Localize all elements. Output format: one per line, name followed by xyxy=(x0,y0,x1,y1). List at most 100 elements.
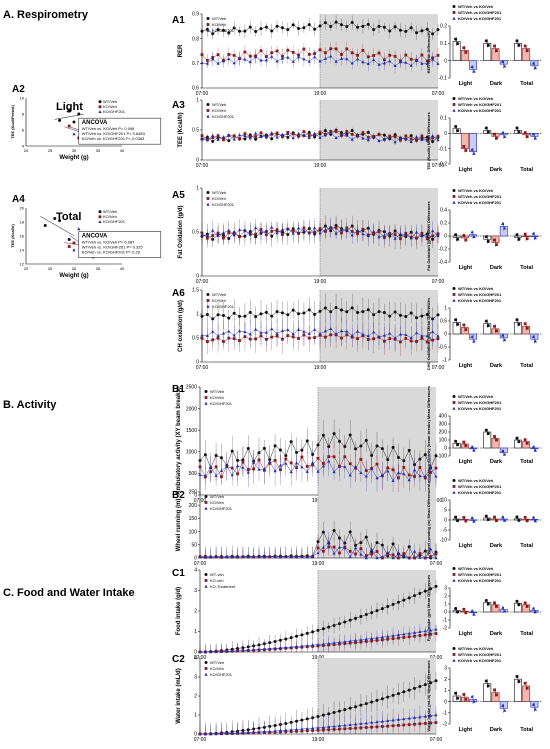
chart-c2-point xyxy=(316,714,320,718)
chart-a3-legend-marker-2 xyxy=(206,114,210,118)
chart-a6-diff-ylabel: CHO Oxidation (g/d) Mean Differences xyxy=(426,297,431,370)
chart-c2-diff-legend-label-2: KO/Veh vs KO/GHF201 xyxy=(458,658,502,663)
chart-a1-point xyxy=(415,31,419,35)
chart-c2-point xyxy=(370,720,374,724)
chart-c1-diff-ytick-label: 1 xyxy=(444,602,447,608)
chart-b2-point xyxy=(359,552,363,556)
chart-a5-diff-legend-label-2: KO/Veh vs KO/GHF201 xyxy=(458,200,502,205)
chart-a6-point xyxy=(286,328,290,331)
chart-c1-point xyxy=(327,641,331,645)
chart-c2-point xyxy=(300,727,304,731)
chart-b1-point xyxy=(225,464,229,468)
chart-a1-point xyxy=(248,60,252,64)
chart-a1-point xyxy=(398,28,402,32)
chart-a3-point xyxy=(334,136,338,140)
chart-a6-point xyxy=(334,305,338,309)
chart-a2: 20 25 30 35 40 4 6 8 10 Light Weight (g) TEE (Kcal/… xyxy=(10,96,162,161)
chart-a2-xtick-label: 30 xyxy=(72,148,77,153)
chart-c1-point xyxy=(413,594,417,598)
chart-a3-diff-bar-dot xyxy=(533,136,537,140)
chart-a5-legend-marker-0 xyxy=(206,191,210,194)
chart-a1-legend-marker-1 xyxy=(206,23,210,26)
chart-a5-diff-category-label: Dark xyxy=(490,265,503,271)
chart-a3-diff-legend-label-0: WT/Veh vs KO/Veh xyxy=(458,96,494,101)
chart-a1-point xyxy=(404,60,408,64)
chart-a4-ancova-line: KO/Veh vs. KO/GHF201 P= 0.29 xyxy=(82,250,141,255)
chart-c2-point xyxy=(418,715,422,719)
chart-a6-point xyxy=(382,333,386,337)
chart-a6-point xyxy=(404,315,408,319)
chart-c2-diff-bar-dot xyxy=(464,697,468,701)
chart-b1-diff-bar-dot xyxy=(533,448,537,452)
panel-label-b1: B1 xyxy=(172,384,185,395)
chart-a5-ytick-label: 1 xyxy=(196,186,199,192)
chart-b2-point xyxy=(337,545,342,549)
chart-b2-point xyxy=(219,555,224,559)
chart-c1-diff-bar-dot xyxy=(470,609,474,613)
chart-a1-point xyxy=(227,31,231,35)
chart-a4-ancova-title: ANCOVA xyxy=(82,234,108,240)
chart-a6: 0 0.5 1 1.5 07:00 19:00 07:00 CH oxidation (g/d… xyxy=(178,288,444,371)
chart-a3-xtick-label: 19:00 xyxy=(314,163,327,169)
chart-a5-point xyxy=(243,229,247,233)
chart-a5-diff-legend-marker-1 xyxy=(452,195,456,198)
chart-a1-point xyxy=(275,49,279,53)
chart-c1-point xyxy=(214,649,218,653)
chart-b2-point xyxy=(348,530,352,534)
chart-c1-diff-ytick-label: 3 xyxy=(444,586,447,592)
chart-c2-point xyxy=(321,725,325,729)
chart-a1-point xyxy=(382,25,386,29)
chart-c2-point xyxy=(327,725,331,728)
chart-a5-diff-ytick-label: -0.2 xyxy=(438,247,447,253)
chart-a1-point xyxy=(425,27,429,31)
chart-a1-point xyxy=(329,47,333,51)
chart-a1-point xyxy=(334,47,338,51)
chart-c2-point xyxy=(423,722,427,725)
chart-a1-point xyxy=(393,54,397,58)
chart-c2-diff-category-label: Total xyxy=(520,727,533,733)
chart-c2-ytick-label: 4 xyxy=(194,656,197,662)
chart-a3-point xyxy=(211,133,215,137)
chart-b2-diff-category-label: Dark xyxy=(490,543,503,549)
chart-b1-point xyxy=(241,465,245,469)
chart-b2-point xyxy=(327,540,331,544)
chart-b1-ytick-label: 1500 xyxy=(186,428,197,434)
chart-a4-point xyxy=(53,217,57,220)
chart-b1-point xyxy=(262,467,266,471)
chart-a3-legend-label-1: KO/Veh xyxy=(212,108,226,113)
chart-a6-point xyxy=(238,314,242,318)
chart-c1-point xyxy=(429,587,433,591)
chart-a6-point xyxy=(216,313,220,317)
chart-c1-ylabel: Food intake (g/d) xyxy=(176,587,182,635)
chart-b1-diff-legend-label-2: KO/Veh vs KO/GHF201 xyxy=(458,406,502,411)
chart-c1-diff-legend-marker-0 xyxy=(452,567,456,570)
chart-c2-diff-legend-marker-1 xyxy=(452,653,456,656)
chart-b2-point xyxy=(353,546,358,550)
chart-a5-diff-category-label: Total xyxy=(520,265,533,271)
chart-a5-diff-bar-dot xyxy=(454,233,458,237)
chart-b1-point xyxy=(386,469,390,473)
chart-a1-point xyxy=(307,23,311,27)
section-food-water-title: C. Food and Water Intake xyxy=(3,587,135,599)
chart-a5-point xyxy=(227,228,231,232)
chart-a6-diff-category-label: Dark xyxy=(490,363,503,369)
chart-b2-point xyxy=(348,555,352,559)
chart-b2-point xyxy=(407,545,411,549)
chart-a1-diff-ytick-label: -0.1 xyxy=(438,76,447,82)
chart-c1-legend-label-1: KO-veh xyxy=(210,578,224,583)
chart-b2-legend-marker-0 xyxy=(204,495,208,498)
chart-a3-diff-bar-dot xyxy=(503,135,507,138)
chart-c2-point xyxy=(423,683,427,687)
chart-a2-point xyxy=(77,112,81,116)
chart-a1-point xyxy=(318,24,322,28)
chart-b1-point xyxy=(198,473,202,477)
chart-a1-point xyxy=(297,27,301,31)
chart-b2-legend-marker-1 xyxy=(204,501,208,504)
chart-a6-point xyxy=(345,329,349,333)
chart-c2-legend-label-2: KO/GHF201 xyxy=(210,672,233,677)
chart-a5-point xyxy=(286,226,290,230)
chart-a6-diff-bar-dot xyxy=(454,318,458,322)
panel-label-a3: A3 xyxy=(172,100,185,111)
chart-b1-diff-bar-dot xyxy=(493,435,496,438)
chart-b1-diff-bar-dot xyxy=(503,452,507,456)
